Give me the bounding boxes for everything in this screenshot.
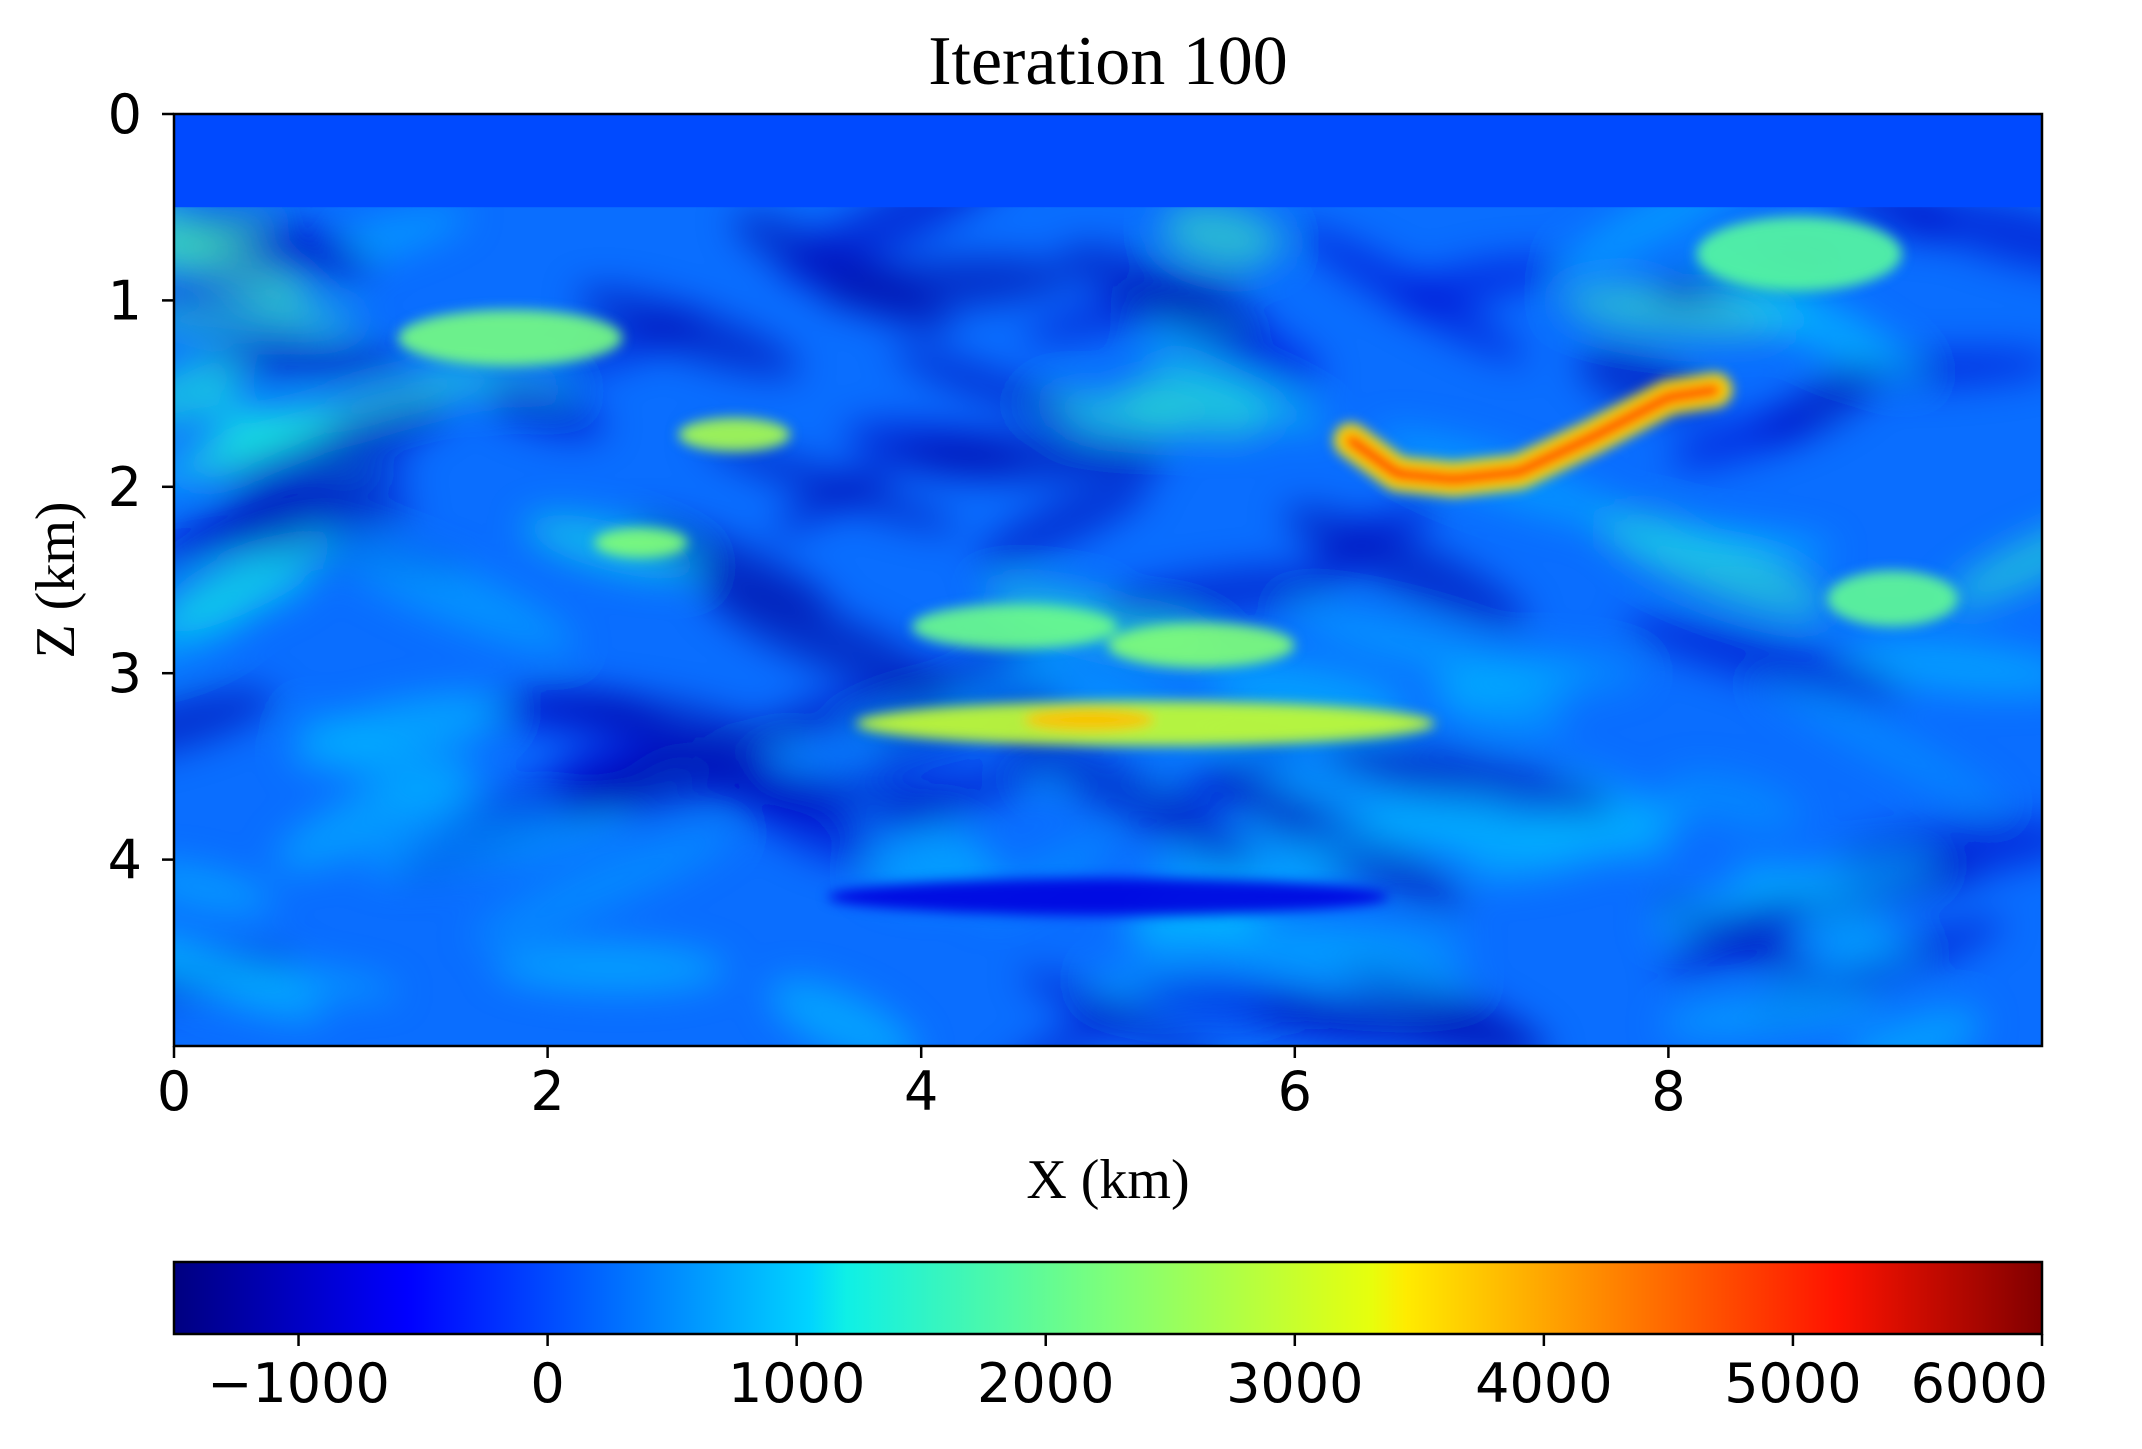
texture-blob <box>1662 898 1808 977</box>
texture-blob <box>274 758 477 872</box>
texture-blob <box>1457 649 1643 694</box>
colorbar-tick-label: 4000 <box>1475 1352 1612 1415</box>
x-axis-label: X (km) <box>1026 1149 1189 1211</box>
x-tick-label: 6 <box>1278 1060 1312 1123</box>
texture-blob <box>997 722 1259 867</box>
x-axis: 0 2 4 6 8 <box>157 1046 1686 1123</box>
x-tick-label: 0 <box>157 1060 191 1123</box>
texture-blob <box>174 214 276 268</box>
texture-blob <box>731 212 953 335</box>
texture-blob <box>876 761 1045 829</box>
reflector-blob <box>1023 708 1155 731</box>
x-tick-label: 4 <box>904 1060 938 1123</box>
texture-blob <box>1553 764 1669 826</box>
reflector-blob <box>1696 216 1902 292</box>
texture-blob <box>200 402 339 462</box>
texture-blob <box>514 689 746 735</box>
reflector-blob <box>1108 622 1295 668</box>
texture-blob <box>1691 255 1924 382</box>
colorbar-tick-label: 0 <box>530 1352 564 1415</box>
texture-blob <box>174 303 362 335</box>
texture-blob <box>1060 244 1268 340</box>
texture-blob <box>1660 992 1882 1037</box>
colorbar-tick-label: 5000 <box>1724 1352 1861 1415</box>
colorbar <box>172 1260 2044 1336</box>
texture-blob <box>892 347 1080 422</box>
texture-blob <box>471 825 737 944</box>
reflector-blob <box>1827 570 1958 627</box>
colorbar-tick-label: 2000 <box>977 1352 1114 1415</box>
y-tick-label: 4 <box>108 829 142 892</box>
texture-blob <box>1668 405 1819 469</box>
texture-blob <box>1649 853 1937 936</box>
y-tick-label: 1 <box>108 269 142 332</box>
texture-blob <box>206 340 413 378</box>
water-layer <box>174 114 2042 208</box>
texture-blob <box>1140 351 1326 430</box>
texture-blob <box>174 954 401 999</box>
texture-blob <box>1160 204 1282 267</box>
colorbar-tick-label: 3000 <box>1226 1352 1363 1415</box>
texture-blob <box>492 943 727 992</box>
texture-blob <box>1618 528 1835 560</box>
texture-blob <box>1204 924 1472 997</box>
texture-blob <box>1132 901 1262 957</box>
texture-blob <box>174 354 246 429</box>
reflector-blob <box>678 417 791 452</box>
y-tick-label: 0 <box>108 83 142 146</box>
texture-blob <box>1754 673 2005 810</box>
x-tick-label: 2 <box>530 1060 564 1123</box>
texture-blob <box>974 478 1152 567</box>
texture-blob <box>1944 515 2042 608</box>
texture-blob <box>1554 810 1672 860</box>
colorbar-tick-label: 6000 <box>1911 1352 2048 1415</box>
texture-blob <box>893 432 1171 483</box>
texture-blob <box>1098 565 1352 620</box>
heatmap-area <box>174 114 2042 1046</box>
texture-blob <box>224 400 452 497</box>
texture-blob <box>1321 740 1613 818</box>
y-axis: 0 1 2 3 4 <box>108 83 174 892</box>
texture-blob <box>174 863 274 913</box>
texture-blob <box>482 381 606 440</box>
y-axis-label: Z (km) <box>25 501 87 658</box>
texture-blob <box>361 803 632 878</box>
texture-blob <box>311 528 576 654</box>
heatmap-features <box>398 216 1958 916</box>
reflector-blob <box>398 309 623 366</box>
colorbar-axis: −1000 0 1000 2000 3000 4000 5000 6000 <box>207 1334 2048 1415</box>
x-tick-label: 8 <box>1651 1060 1685 1123</box>
texture-blob <box>289 692 509 769</box>
texture-blob <box>205 493 416 541</box>
texture-blob <box>1283 802 1564 857</box>
reflector-blob <box>594 527 688 558</box>
chart-title: Iteration 100 <box>928 23 1288 100</box>
texture-blob <box>1841 1007 1983 1046</box>
texture-blob <box>174 529 334 633</box>
colorbar-tick-label: 1000 <box>728 1352 865 1415</box>
reflector-blob <box>911 604 1118 649</box>
texture-blob <box>704 582 953 699</box>
texture-blob <box>174 687 278 762</box>
colorbar-tick-label: −1000 <box>207 1352 390 1415</box>
reflector-line <box>1343 382 1723 487</box>
texture-blob <box>1020 969 1233 1046</box>
texture-blob <box>773 458 898 535</box>
texture-blob <box>1666 771 1803 831</box>
texture-blob <box>1313 498 1442 570</box>
texture-blob <box>1250 996 1537 1046</box>
reflector-blob <box>827 878 1389 916</box>
texture-blob <box>577 287 801 377</box>
y-tick-label: 3 <box>108 642 142 705</box>
plot-frame <box>172 112 2044 1048</box>
texture-blob <box>1623 615 1908 702</box>
y-tick-label: 2 <box>108 456 142 519</box>
texture-blob <box>1898 196 2042 281</box>
texture-blob <box>1394 255 1566 308</box>
